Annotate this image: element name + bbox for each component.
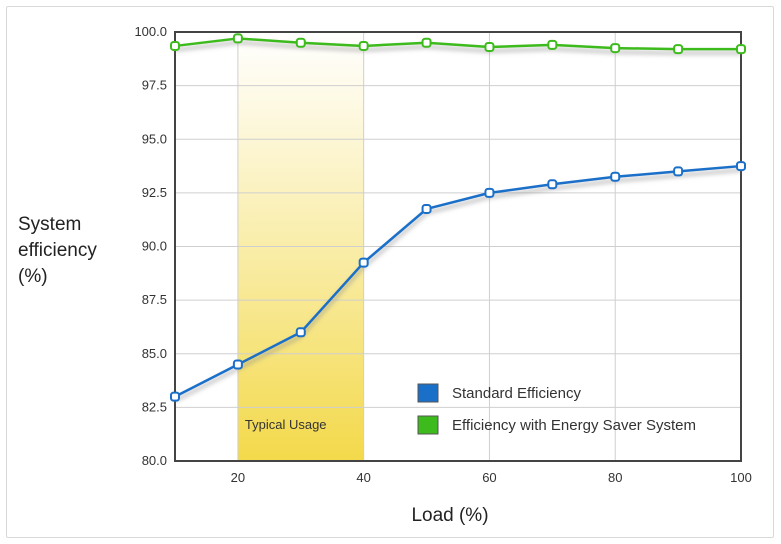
y-tick-label: 90.0	[142, 239, 167, 254]
grid-layer	[174, 31, 742, 462]
plot-area-border	[174, 31, 742, 462]
y-tick-label: 80.0	[142, 453, 167, 468]
data-point-marker	[232, 359, 243, 370]
data-point-marker	[610, 171, 621, 182]
data-point-marker	[736, 161, 746, 172]
x-tick-label: 60	[482, 470, 496, 485]
series-line-shadow	[174, 168, 742, 403]
x-axis-label: Load (%)	[411, 505, 489, 526]
data-point-marker	[610, 43, 621, 54]
series-layer	[170, 33, 746, 403]
data-point-marker	[232, 33, 243, 44]
data-point-marker	[358, 257, 369, 268]
x-tick-label: 100	[730, 470, 752, 485]
legend-swatch	[417, 383, 439, 403]
x-tick-label: 80	[608, 470, 622, 485]
chart-frame	[6, 6, 774, 538]
data-point-marker	[484, 42, 495, 53]
y-axis-label-line: System	[18, 214, 82, 235]
data-point-marker	[673, 44, 684, 55]
y-axis-label-line: (%)	[18, 266, 48, 287]
highlight-band-label: Typical Usage	[245, 417, 327, 432]
y-tick-label: 82.5	[142, 399, 167, 414]
data-point-marker	[295, 37, 306, 48]
data-point-marker	[736, 44, 746, 55]
y-tick-label: 85.0	[142, 346, 167, 361]
standard-efficiency-line	[174, 164, 742, 398]
data-point-marker	[421, 203, 432, 214]
legend-label: Efficiency with Energy Saver System	[452, 417, 696, 434]
series-line-shadow	[174, 40, 741, 56]
x-tick-label: 40	[356, 470, 370, 485]
y-axis-label: System efficiency (%)	[18, 212, 118, 290]
data-point-marker	[547, 39, 558, 50]
data-point-marker	[358, 40, 369, 51]
y-axis-label-line: efficiency	[18, 240, 97, 261]
y-tick-label: 100.0	[134, 24, 167, 39]
y-tick-label: 87.5	[142, 292, 167, 307]
energy-saver-efficiency-line	[174, 37, 741, 51]
y-tick-label: 97.5	[142, 78, 167, 93]
legend-label: Standard Efficiency	[452, 385, 581, 402]
data-point-marker	[295, 327, 306, 338]
data-point-marker	[170, 391, 180, 402]
data-point-marker	[484, 187, 495, 198]
y-tick-label: 92.5	[142, 185, 167, 200]
data-point-marker	[547, 179, 558, 190]
legend-layer: Standard Efficiency Efficiency with Energ…	[417, 383, 696, 435]
x-tick-label: 20	[231, 470, 245, 485]
legend-swatch	[417, 415, 439, 435]
y-tick-label: 95.0	[142, 131, 167, 146]
data-point-marker	[673, 166, 684, 177]
tick-label-layer: 80.0 82.5 85.0 87.5 90.0 92.5 95.0 97.5 100.0 20 4…	[134, 24, 751, 485]
data-point-marker	[421, 37, 432, 48]
data-point-marker	[170, 40, 180, 51]
